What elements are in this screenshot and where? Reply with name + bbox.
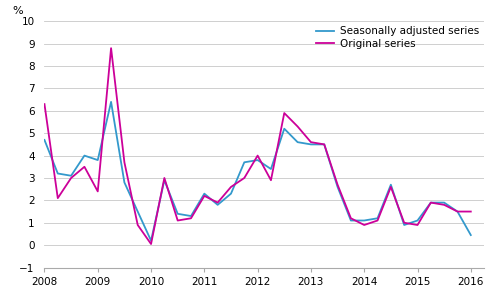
Line: Seasonally adjusted series: Seasonally adjusted series [44, 102, 471, 241]
Legend: Seasonally adjusted series, Original series: Seasonally adjusted series, Original ser… [314, 24, 481, 51]
Seasonally adjusted series [202, 192, 207, 195]
Seasonally adjusted series [228, 192, 234, 195]
Seasonally adjusted series [361, 219, 367, 222]
Original series [68, 176, 74, 180]
Seasonally adjusted series [188, 214, 194, 218]
Seasonally adjusted series [428, 201, 434, 204]
Original series [188, 216, 194, 220]
Original series [468, 210, 474, 213]
Original series [281, 111, 287, 115]
Seasonally adjusted series [41, 138, 47, 142]
Seasonally adjusted series [441, 201, 447, 204]
Y-axis label: %: % [13, 6, 23, 16]
Original series [175, 219, 181, 222]
Seasonally adjusted series [468, 233, 474, 237]
Original series [321, 143, 327, 146]
Seasonally adjusted series [68, 174, 74, 178]
Seasonally adjusted series [268, 167, 274, 171]
Line: Original series: Original series [44, 48, 471, 244]
Original series [41, 102, 47, 106]
Seasonally adjusted series [135, 210, 141, 213]
Original series [255, 154, 261, 157]
Seasonally adjusted series [414, 219, 420, 222]
Seasonally adjusted series [82, 154, 87, 157]
Seasonally adjusted series [122, 181, 127, 184]
Original series [162, 176, 167, 180]
Original series [374, 219, 380, 222]
Original series [122, 161, 127, 164]
Seasonally adjusted series [281, 127, 287, 130]
Original series [454, 210, 460, 213]
Original series [268, 178, 274, 182]
Seasonally adjusted series [454, 210, 460, 213]
Seasonally adjusted series [55, 172, 61, 175]
Seasonally adjusted series [255, 158, 261, 162]
Seasonally adjusted series [108, 100, 114, 104]
Seasonally adjusted series [374, 216, 380, 220]
Original series [55, 196, 61, 200]
Original series [108, 46, 114, 50]
Original series [135, 223, 141, 227]
Seasonally adjusted series [215, 203, 221, 207]
Original series [401, 221, 407, 225]
Original series [414, 223, 420, 227]
Original series [428, 201, 434, 204]
Seasonally adjusted series [334, 185, 340, 189]
Original series [348, 216, 354, 220]
Seasonally adjusted series [242, 161, 247, 164]
Original series [82, 165, 87, 169]
Original series [308, 140, 314, 144]
Original series [215, 201, 221, 204]
Original series [388, 185, 394, 189]
Seasonally adjusted series [321, 143, 327, 146]
Original series [148, 242, 154, 246]
Original series [294, 125, 300, 128]
Original series [441, 203, 447, 207]
Original series [334, 183, 340, 187]
Original series [95, 190, 101, 193]
Original series [202, 194, 207, 198]
Seasonally adjusted series [95, 158, 101, 162]
Original series [242, 176, 247, 180]
Original series [228, 185, 234, 189]
Seasonally adjusted series [148, 239, 154, 243]
Seasonally adjusted series [401, 223, 407, 227]
Seasonally adjusted series [175, 212, 181, 216]
Seasonally adjusted series [162, 178, 167, 182]
Seasonally adjusted series [294, 140, 300, 144]
Seasonally adjusted series [308, 143, 314, 146]
Seasonally adjusted series [388, 183, 394, 187]
Seasonally adjusted series [348, 219, 354, 222]
Original series [361, 223, 367, 227]
